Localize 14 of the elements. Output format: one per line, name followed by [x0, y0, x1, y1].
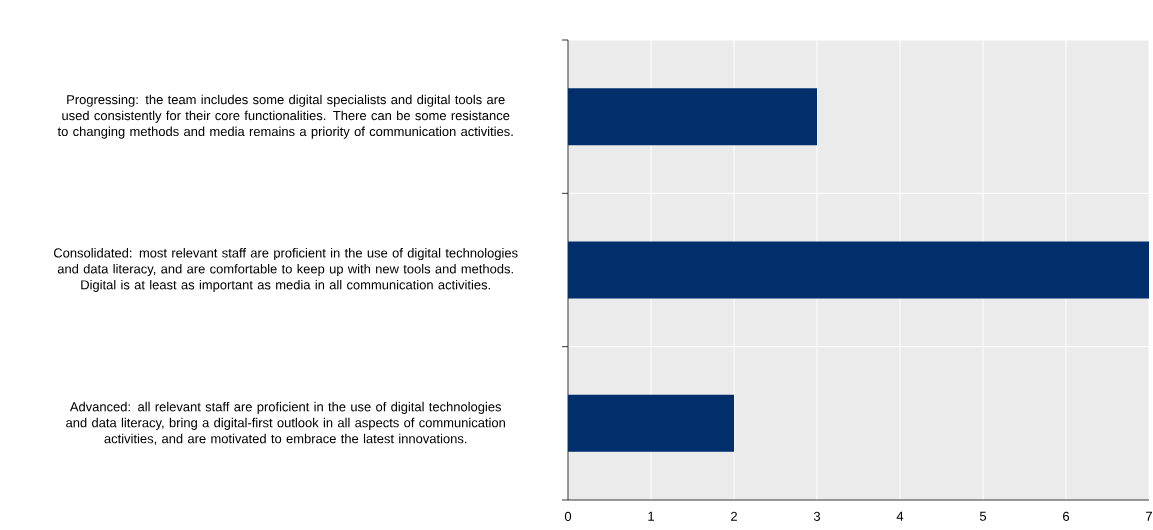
- y-tick-label: Consolidated: most relevant staff are proficient in the use of digital technologies and data literacy, and are comfortable to keep up with new tools and methods. Digital is at least as important as media in all communication activities.: [53, 248, 518, 292]
- x-tick-label: 2: [731, 511, 737, 521]
- bar: [568, 394, 734, 452]
- x-tick-label: 5: [979, 511, 987, 521]
- y-tick-label: Progressing: the team includes some digital specialists and digital tools are used consistently for their core functionalities. There can be some resistance to changing methods and media remains a priority of communication activities.: [57, 94, 513, 139]
- y-tick-label: Advanced: all relevant staff are proficient in the use of digital technologies and data literacy, bring a digital-first outlook in all aspects of communication activities, and are motivated to embrace the latest innovations.: [66, 401, 505, 445]
- x-tick-label: 4: [896, 511, 904, 521]
- x-tick-label: 1: [648, 511, 654, 521]
- bar: [568, 241, 1149, 299]
- x-tick-label: 3: [813, 511, 821, 521]
- bar: [568, 88, 817, 146]
- x-tick-label: 0: [564, 511, 572, 521]
- x-tick-label: 7: [1146, 511, 1152, 521]
- x-tick-label: 6: [1063, 511, 1070, 521]
